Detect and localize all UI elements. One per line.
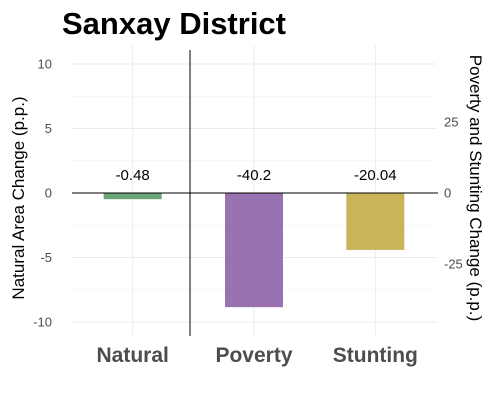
bar-natural [103, 193, 162, 200]
right-tick-label: 0 [444, 186, 451, 201]
data-label-stunting: -20.04 [354, 167, 397, 184]
left-tick-label: -5 [40, 250, 52, 265]
bars [103, 193, 405, 308]
tick-labels: 10 5 0 -5 -10 25 0 -25 Natural Poverty Stunting [33, 57, 463, 368]
data-label-poverty: -40.2 [237, 167, 271, 184]
right-axis-title: Poverty and Stunting Change (p.p.) [466, 55, 485, 322]
category-label-stunting: Stunting [333, 344, 418, 367]
right-tick-label: -25 [444, 257, 463, 272]
bar-stunting [346, 193, 405, 250]
left-tick-label: -10 [33, 315, 52, 330]
data-label-natural: -0.48 [116, 167, 150, 184]
left-axis-title: Natural Area Change (p.p.) [9, 96, 28, 299]
axes [72, 50, 438, 336]
left-tick-label: 0 [45, 186, 52, 201]
bar-poverty [225, 193, 283, 308]
data-labels: -0.48 -40.2 -20.04 [116, 167, 397, 184]
left-tick-label: 5 [45, 121, 52, 136]
category-label-poverty: Poverty [215, 344, 292, 367]
chart-title: Sanxay District [62, 6, 286, 41]
left-tick-label: 10 [38, 57, 52, 72]
right-tick-label: 25 [444, 115, 458, 130]
category-label-natural: Natural [96, 344, 168, 367]
